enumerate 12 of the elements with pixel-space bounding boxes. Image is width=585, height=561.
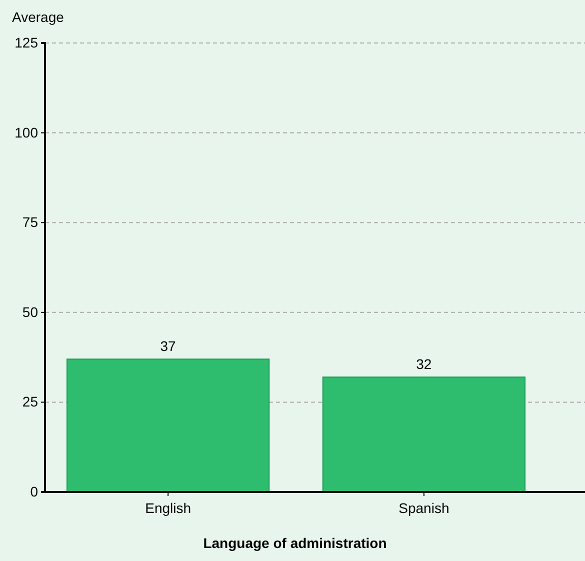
y-tick-label: 75 — [22, 214, 38, 230]
x-tick-label: Spanish — [398, 500, 450, 516]
x-axis-title: Language of administration — [203, 535, 387, 551]
y-tick-label: 0 — [30, 483, 38, 500]
y-tick-label: 125 — [14, 34, 38, 50]
y-tick-label: 100 — [14, 124, 38, 140]
x-tick-label: English — [145, 500, 192, 516]
y-axis-title: Average — [12, 9, 64, 25]
data-label: 32 — [416, 356, 432, 372]
y-tick-label: 25 — [22, 394, 38, 410]
data-label: 37 — [160, 338, 176, 354]
y-tick-label: 50 — [22, 304, 38, 320]
